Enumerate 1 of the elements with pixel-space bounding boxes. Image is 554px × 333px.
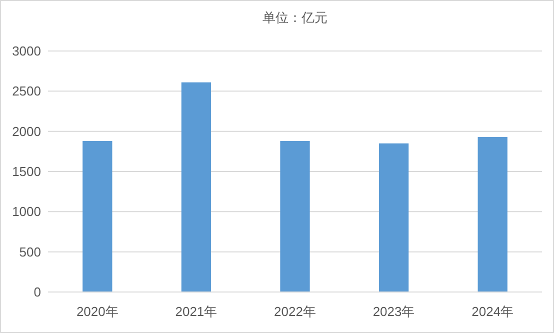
title: 单位：亿元	[262, 10, 328, 25]
